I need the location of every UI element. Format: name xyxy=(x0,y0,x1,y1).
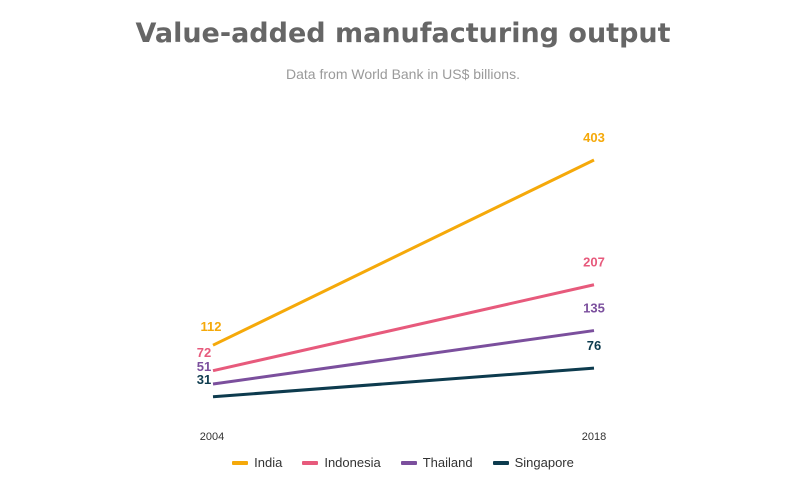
chart-legend: India Indonesia Thailand Singapore xyxy=(0,455,806,470)
data-label-singapore-2018: 76 xyxy=(587,338,601,353)
legend-swatch-indonesia xyxy=(302,460,319,465)
legend-label-india: India xyxy=(254,455,283,470)
chart-subtitle: Data from World Bank in US$ billions. xyxy=(286,66,520,82)
series-line-indonesia xyxy=(212,283,595,373)
legend-label-singapore: Singapore xyxy=(514,455,574,470)
data-label-indonesia-2004: 72 xyxy=(197,345,211,360)
data-label-singapore-2004: 31 xyxy=(197,372,211,387)
legend-swatch-india xyxy=(232,460,249,465)
legend-label-indonesia: Indonesia xyxy=(324,455,381,470)
data-label-india-2004: 112 xyxy=(201,319,222,334)
series-line-singapore xyxy=(212,366,595,399)
legend-item-india[interactable]: India xyxy=(232,455,282,470)
legend-swatch-singapore xyxy=(492,460,509,465)
series-line-thailand xyxy=(212,329,595,386)
x-tick-label-2004: 2004 xyxy=(200,431,224,443)
chart-title: Value-added manufacturing output xyxy=(135,18,671,49)
legend-label-thailand: Thailand xyxy=(422,455,473,470)
legend-item-indonesia[interactable]: Indonesia xyxy=(302,455,381,470)
legend-item-thailand[interactable]: Thailand xyxy=(400,455,473,470)
series-line-india xyxy=(212,158,595,347)
x-tick-label-2018: 2018 xyxy=(582,431,606,443)
data-label-thailand-2018: 135 xyxy=(583,301,605,316)
legend-item-singapore[interactable]: Singapore xyxy=(492,455,574,470)
data-label-thailand-2004: 51 xyxy=(197,359,211,374)
data-label-india-2018: 403 xyxy=(583,130,605,145)
legend-swatch-thailand xyxy=(400,460,417,465)
data-label-indonesia-2018: 207 xyxy=(583,255,605,270)
